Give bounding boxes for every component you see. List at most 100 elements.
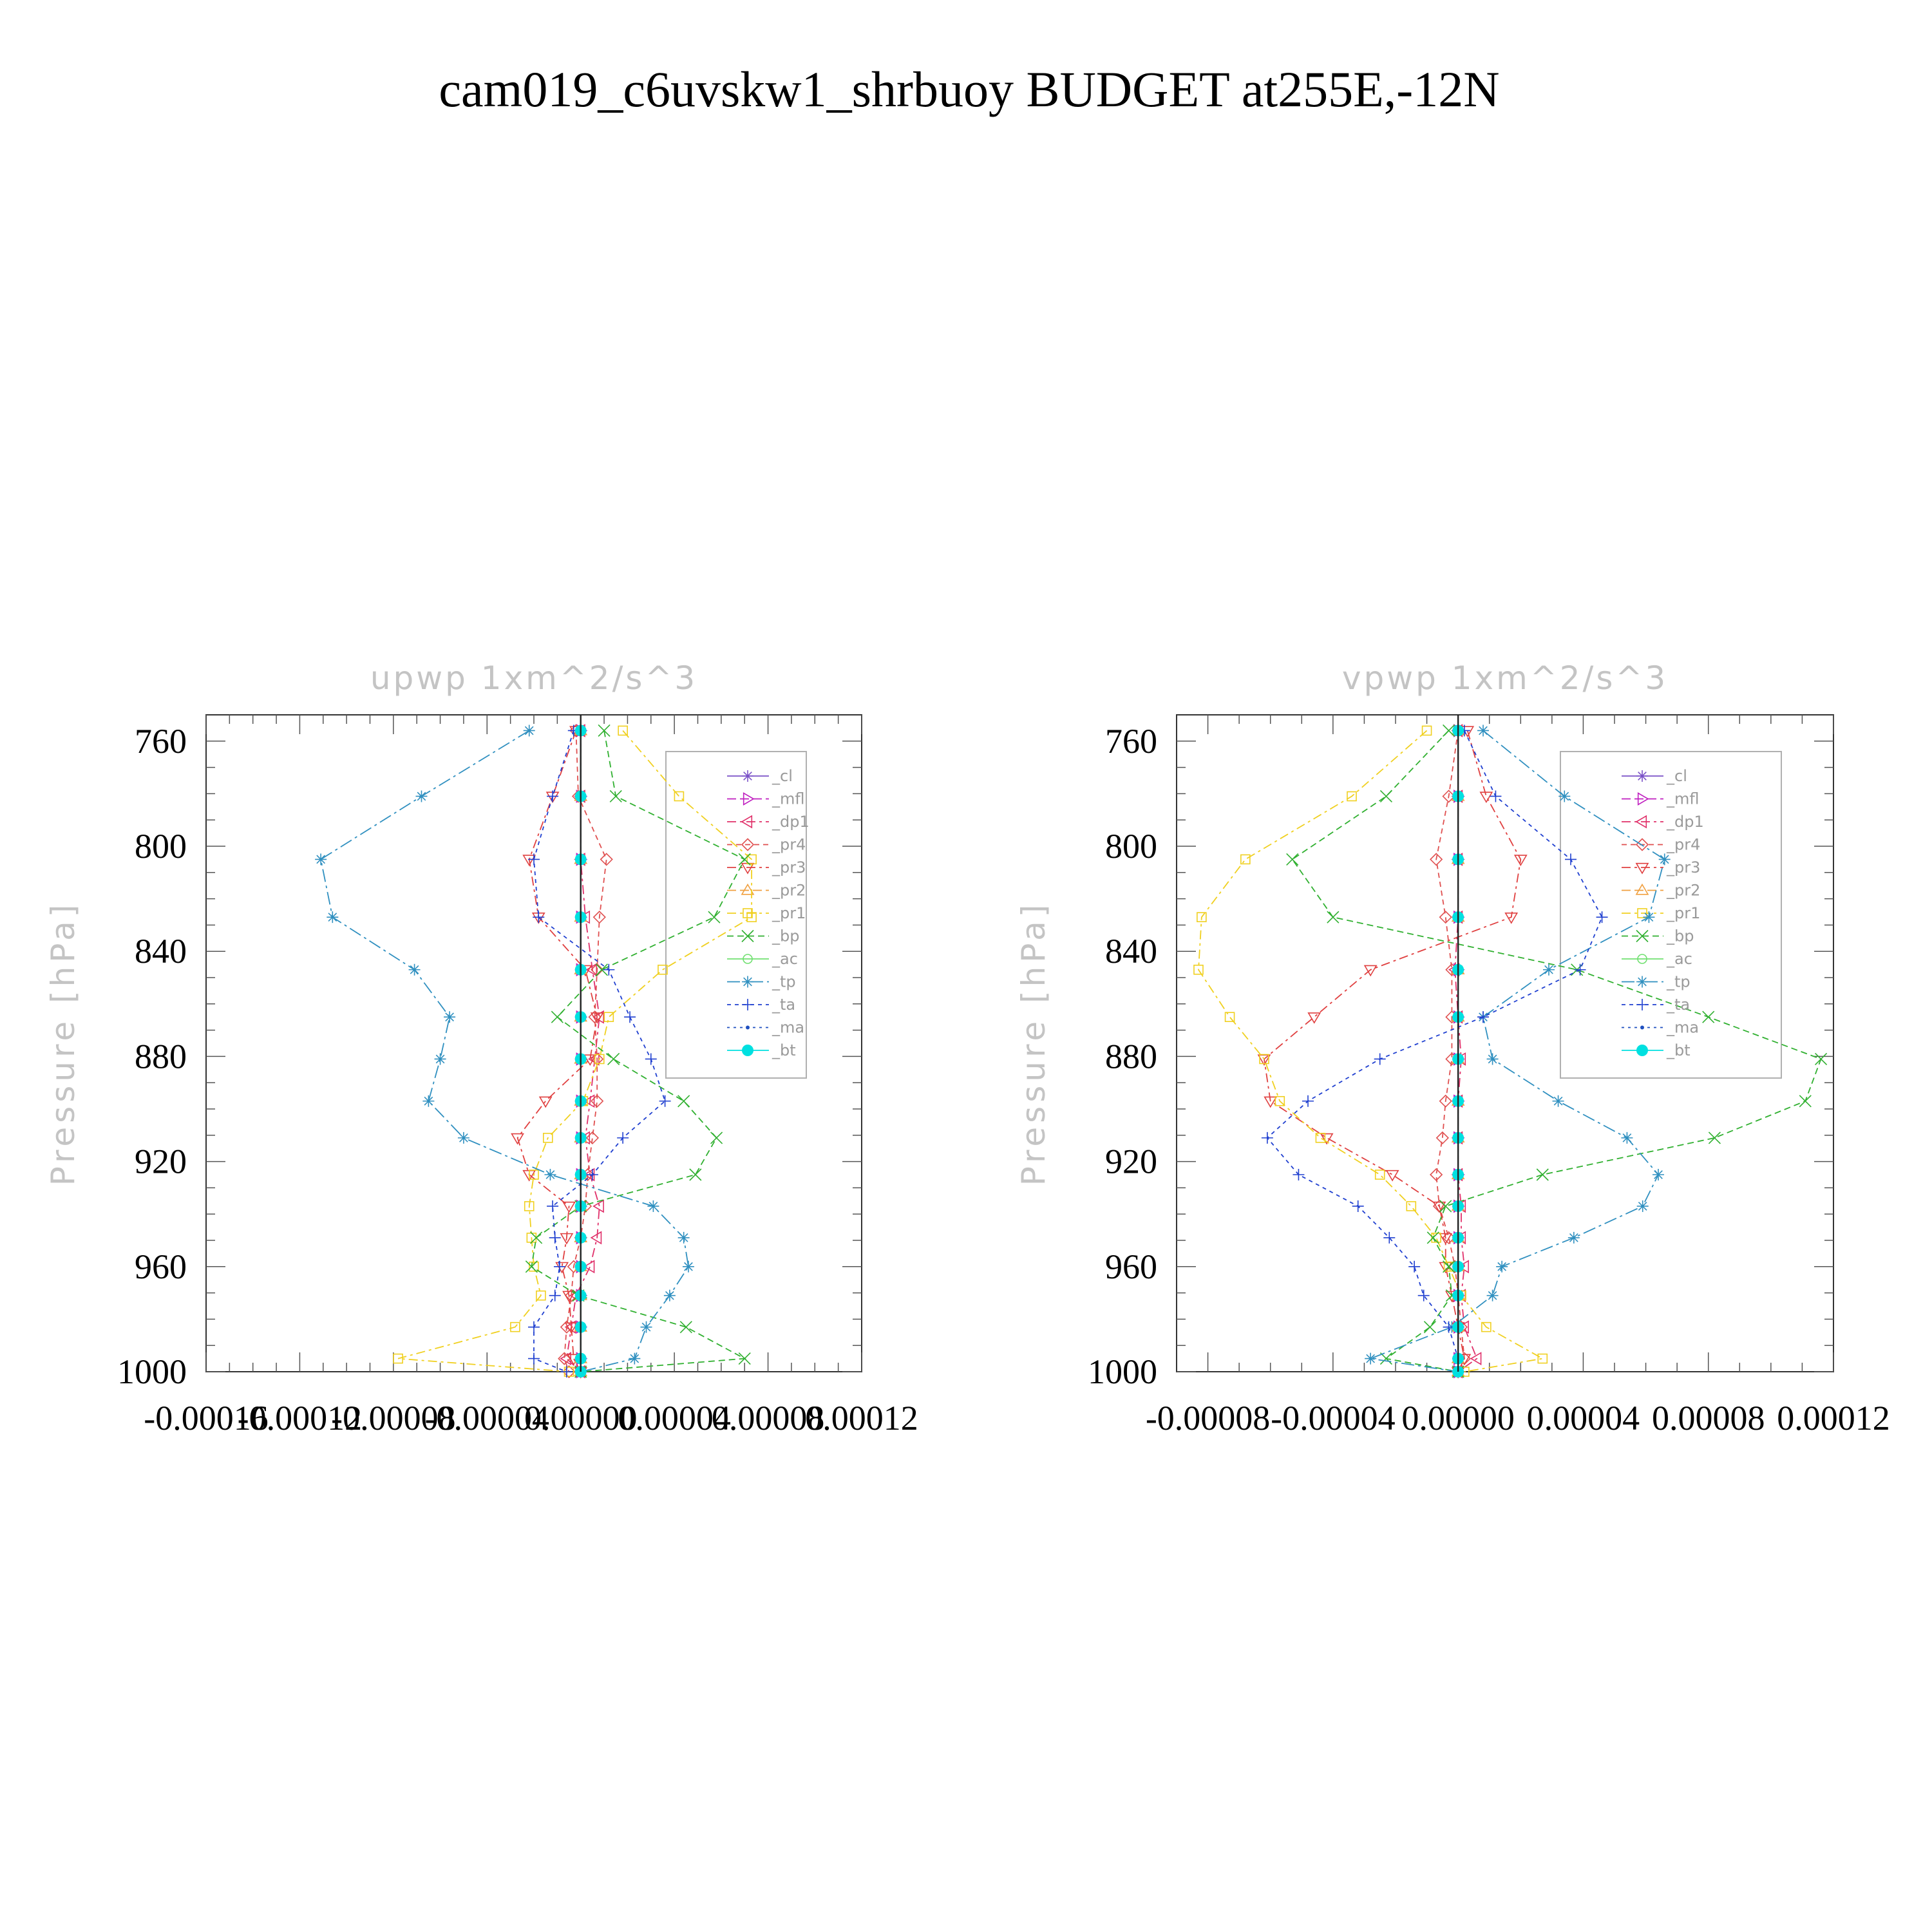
legend-entry: _dp1 (727, 813, 810, 831)
data-point (1815, 1052, 1828, 1066)
data-point (1708, 1132, 1721, 1144)
data-point (647, 1200, 659, 1212)
legend-label: _ma (772, 1019, 804, 1037)
data-point (645, 1053, 657, 1065)
data-point (538, 1096, 553, 1108)
axis-ticks (1177, 715, 1834, 1372)
legend-marker (1636, 999, 1648, 1010)
series-ta (528, 724, 671, 1378)
data-point (1426, 1231, 1439, 1244)
data-point (1490, 790, 1502, 802)
data-point (560, 1320, 574, 1334)
y-tick-label: 960 (1105, 1247, 1157, 1286)
series-pr4 (1430, 724, 1471, 1379)
series-mfl (576, 724, 588, 1379)
y-tick-label: 800 (135, 827, 187, 866)
data-point (624, 1011, 636, 1023)
series-line (1368, 730, 1665, 1372)
legend-entry: _pr2 (1622, 882, 1700, 900)
legend-entry: _ma (727, 1019, 804, 1037)
data-point (1799, 1095, 1812, 1108)
data-point (562, 1365, 576, 1379)
legend-label: _ac (772, 950, 798, 968)
y-tick-label: 880 (135, 1037, 187, 1075)
legend-label: _pr3 (772, 858, 806, 876)
legend-marker (1636, 770, 1648, 782)
legend-label: _tp (772, 973, 796, 991)
data-point (1513, 855, 1528, 866)
legend-label: _pr4 (772, 836, 806, 854)
data-point (583, 1054, 597, 1066)
legend-label: _ma (1666, 1019, 1699, 1037)
data-point (1439, 1094, 1452, 1108)
data-point (558, 1352, 571, 1365)
data-point (617, 1132, 629, 1144)
data-point (689, 1168, 702, 1181)
legend-entry: _ta (727, 996, 795, 1014)
y-axis-label: Pressure [hPa] (44, 901, 82, 1186)
data-point (1435, 1131, 1449, 1145)
data-point (708, 911, 721, 923)
data-point (1439, 1200, 1452, 1213)
legend-label: _mfl (772, 790, 805, 808)
legend-label: _pr1 (1666, 904, 1700, 922)
data-point (1558, 790, 1571, 802)
data-point (529, 1170, 539, 1180)
data-point (1293, 1169, 1305, 1180)
legend-entry: _bt (727, 1041, 796, 1059)
y-tick-label: 1000 (117, 1352, 187, 1391)
data-point (524, 1201, 535, 1211)
series-line (1264, 730, 1522, 1372)
data-point (408, 963, 421, 976)
data-point (659, 1095, 671, 1107)
data-point (1374, 1053, 1386, 1065)
data-point (1352, 1200, 1364, 1212)
y-tick-label: 800 (1105, 827, 1157, 866)
data-point (536, 1290, 546, 1301)
legend-marker (742, 1045, 753, 1056)
data-point (746, 854, 757, 865)
series-line (1435, 730, 1465, 1372)
series-tp (315, 724, 694, 1378)
legend-label: _bp (772, 927, 799, 945)
y-tick-label: 840 (135, 932, 187, 971)
legend-marker (1636, 1045, 1648, 1056)
figure-title: cam019_c6uvskw1_shrbuoy BUDGET at255E,-1… (439, 61, 1499, 117)
data-point (595, 963, 609, 976)
data-point (1643, 911, 1655, 923)
data-point (549, 1231, 561, 1244)
data-point (1408, 1260, 1421, 1273)
x-tick-label: 0.00000 (524, 1399, 638, 1437)
legend-box (665, 751, 807, 1079)
data-point (1423, 1321, 1436, 1334)
legend-entry: _pr4 (727, 836, 806, 854)
data-point (1536, 1168, 1549, 1181)
data-point (603, 963, 615, 976)
legend-label: _ac (1666, 950, 1692, 968)
data-point (682, 1260, 694, 1273)
data-point (585, 963, 597, 977)
y-axis-label: Pressure [hPa] (1015, 901, 1052, 1186)
data-point (1307, 1012, 1321, 1024)
data-point (738, 1352, 751, 1365)
legend-label: _pr4 (1666, 836, 1700, 854)
panel-title: upwp 1xm^2/s^3 (370, 659, 697, 697)
data-point (530, 1231, 543, 1244)
data-point (1320, 1133, 1334, 1145)
x-tick-label: -0.00004 (1271, 1399, 1395, 1437)
legend-entry: _pr1 (1622, 904, 1700, 922)
data-point (1552, 1095, 1564, 1107)
x-tick-label: -0.00008 (1146, 1399, 1270, 1437)
data-point (594, 1054, 605, 1065)
data-point (583, 1260, 595, 1274)
legend-label: _bt (772, 1041, 796, 1059)
data-point (640, 1321, 652, 1333)
data-point (393, 1353, 403, 1364)
x-tick-label: 0.00012 (805, 1399, 918, 1437)
panel-upwp: upwp 1xm^2/s^3 Pressure [hPa] 760 800 840 880… (44, 659, 918, 1437)
data-point (1193, 964, 1204, 975)
y-tick-label: 840 (1105, 932, 1157, 971)
y-tick-label: 760 (1105, 722, 1157, 761)
data-point (607, 1052, 620, 1066)
data-point (1621, 1132, 1633, 1144)
